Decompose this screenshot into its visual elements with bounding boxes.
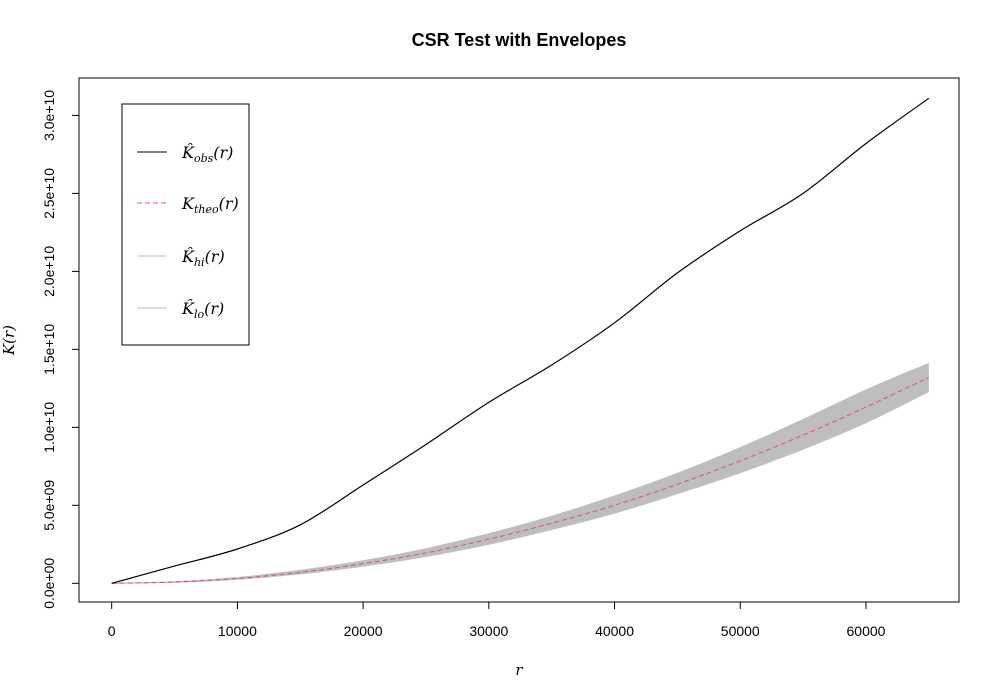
- y-tick-label: 0.0e+00: [41, 558, 57, 609]
- x-axis: 0 10000 20000 30000 40000 50000 60000: [108, 601, 886, 639]
- legend-item-theo: Ktheo(r): [137, 194, 239, 216]
- legend-item-hi: K̂hi(r): [137, 247, 225, 269]
- legend-label: Ktheo(r): [181, 194, 239, 216]
- series-line-lo: [111, 391, 930, 584]
- legend-item-obs: K̂obs(r): [137, 143, 233, 165]
- x-tick-label: 20000: [344, 623, 383, 639]
- legend-label: K̂hi(r): [181, 247, 225, 269]
- legend-label: K̂obs(r): [181, 143, 233, 165]
- x-tick-label: 0: [108, 623, 116, 639]
- legend: K̂obs(r) Ktheo(r) K̂hi(r) K̂lo(r): [121, 103, 250, 346]
- y-tick-label: 1.5e+10: [41, 324, 57, 375]
- series-line-theo: [111, 376, 930, 584]
- x-tick-label: 60000: [847, 623, 886, 639]
- series-layer: [111, 97, 930, 584]
- legend-label: K̂lo(r): [181, 299, 224, 321]
- x-axis-label: r: [515, 661, 523, 679]
- chart-title: CSR Test with Envelopes: [412, 30, 627, 50]
- legend-frame: [121, 103, 250, 346]
- y-tick-label: 5.0e+09: [41, 480, 57, 531]
- y-axis-label: K(r): [0, 325, 18, 356]
- x-tick-label: 30000: [469, 623, 508, 639]
- y-tick-label: 2.5e+10: [41, 168, 57, 219]
- y-tick-label: 3.0e+10: [41, 90, 57, 141]
- legend-item-lo: K̂lo(r): [137, 299, 224, 321]
- y-tick-label: 1.0e+10: [41, 402, 57, 453]
- x-tick-label: 50000: [721, 623, 760, 639]
- x-tick-label: 10000: [218, 623, 257, 639]
- series-line-hi: [111, 362, 929, 584]
- series-line-obs: [111, 97, 930, 584]
- y-tick-label: 2.0e+10: [41, 246, 57, 297]
- x-tick-label: 40000: [595, 623, 634, 639]
- y-axis: 0.0e+00 5.0e+09 1.0e+10 1.5e+10 2.0e+10 2.5e+…: [41, 90, 80, 609]
